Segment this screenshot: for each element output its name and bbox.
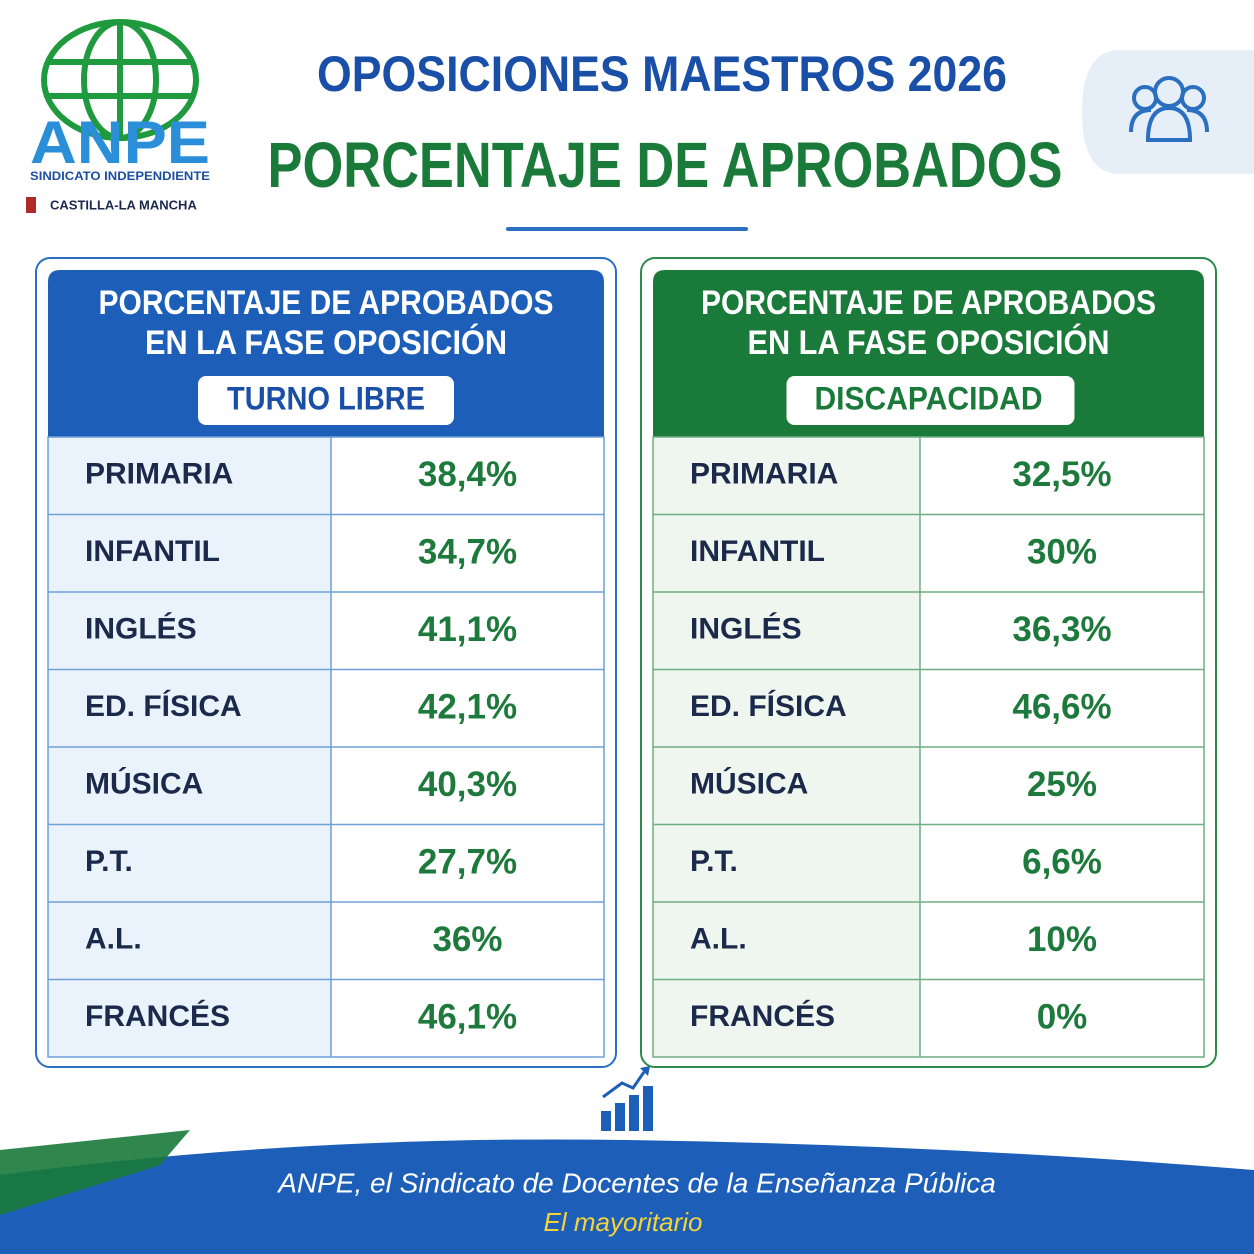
page-title: OPOSICIONES MAESTROS 2026 xyxy=(317,46,1007,102)
row-value: 30% xyxy=(1027,533,1097,572)
row-label: MÚSICA xyxy=(690,767,808,801)
row-label: INGLÉS xyxy=(85,612,197,646)
row-value: 25% xyxy=(1027,765,1097,804)
footer-slogan: ANPE, el Sindicato de Docentes de la Ens… xyxy=(276,1167,996,1198)
row-value: 34,7% xyxy=(418,533,517,572)
row-value: 41,1% xyxy=(418,610,517,649)
row-value: 0% xyxy=(1037,998,1088,1037)
page-subtitle: PORCENTAJE DE APROBADOS xyxy=(268,129,1063,201)
table-title: PORCENTAJE DE APROBADOS xyxy=(99,284,554,322)
row-label: PRIMARIA xyxy=(85,458,233,491)
row-value: 36% xyxy=(432,920,502,959)
row-label: A.L. xyxy=(85,923,142,956)
table-badge xyxy=(198,376,454,425)
footer-brush xyxy=(0,1130,190,1215)
table-title: EN LA FASE OPOSICIÓN xyxy=(145,324,507,362)
table-badge-label: DISCAPACIDAD xyxy=(815,380,1043,416)
logo-region: CASTILLA-LA MANCHA xyxy=(50,197,197,212)
row-value: 46,1% xyxy=(418,998,517,1037)
row-label: P.T. xyxy=(85,845,133,878)
people-icon xyxy=(1129,76,1209,142)
table-badge xyxy=(786,376,1075,425)
row-value: 6,6% xyxy=(1022,843,1102,882)
row-label: ED. FÍSICA xyxy=(690,689,847,723)
row-value: 32,5% xyxy=(1012,455,1111,494)
row-label: ED. FÍSICA xyxy=(85,689,242,723)
row-label: MÚSICA xyxy=(85,767,203,801)
table-title: EN LA FASE OPOSICIÓN xyxy=(748,324,1110,362)
table-title: PORCENTAJE DE APROBADOS xyxy=(701,284,1156,322)
logo-name: ANPE xyxy=(30,109,210,176)
logo-tagline: SINDICATO INDEPENDIENTE xyxy=(30,169,210,183)
row-label: INFANTIL xyxy=(690,535,825,568)
row-label: FRANCÉS xyxy=(85,999,230,1033)
row-label: FRANCÉS xyxy=(690,999,835,1033)
row-value: 38,4% xyxy=(418,455,517,494)
row-label: A.L. xyxy=(690,923,747,956)
row-label: P.T. xyxy=(690,845,738,878)
row-value: 27,7% xyxy=(418,843,517,882)
icon-backdrop xyxy=(1082,50,1254,174)
chart-icon xyxy=(601,1066,653,1131)
row-value: 10% xyxy=(1027,920,1097,959)
row-label: INGLÉS xyxy=(690,612,802,646)
table-badge-label: TURNO LIBRE xyxy=(227,380,425,416)
region-crest xyxy=(26,197,36,213)
row-value: 42,1% xyxy=(418,688,517,727)
row-value: 46,6% xyxy=(1012,688,1111,727)
row-value: 36,3% xyxy=(1012,610,1111,649)
table-header-bg xyxy=(48,270,604,437)
row-value: 40,3% xyxy=(418,765,517,804)
footer-wave xyxy=(0,1139,1254,1254)
footer-tagline: El mayoritario xyxy=(544,1207,703,1237)
title-underline xyxy=(506,227,748,231)
row-label: PRIMARIA xyxy=(690,458,838,491)
logo-globe xyxy=(41,19,199,141)
row-label: INFANTIL xyxy=(85,535,220,568)
